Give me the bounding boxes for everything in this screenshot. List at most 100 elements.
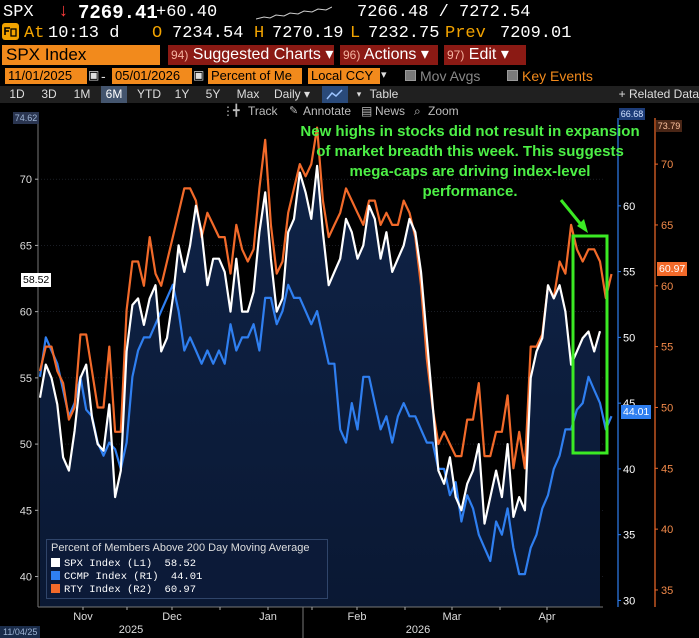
r2-axis-tick-label: 50 — [661, 402, 673, 414]
track-button[interactable]: Track — [248, 104, 278, 118]
pencil-icon: ✎ — [289, 105, 299, 117]
left-axis-tick-label: 60 — [20, 307, 32, 319]
r1-axis-max-label: 66.68 — [621, 109, 644, 119]
menu-label: Actions ▾ — [363, 46, 429, 63]
x-axis-year-label: 2026 — [406, 624, 430, 636]
legend-value: 60.97 — [164, 584, 197, 596]
series-line-spx — [38, 164, 602, 525]
annotate-button[interactable]: Annotate — [303, 104, 352, 118]
x-axis-month-label: Feb — [348, 611, 367, 623]
legend-swatch — [51, 558, 60, 567]
function-bar: SPX Index 94) Suggested Charts ▾ 96) Act… — [0, 44, 699, 66]
chart-legend: Percent of Members Above 200 Day Moving … — [46, 539, 328, 599]
period-max[interactable]: Max — [236, 87, 260, 101]
sparkline-icon — [256, 6, 332, 20]
chevron-down-icon[interactable]: ▾ — [356, 89, 362, 99]
menu-label: Edit ▾ — [468, 46, 509, 63]
mov-avgs-checkbox[interactable] — [405, 70, 416, 81]
quote-high-label: H — [254, 24, 265, 43]
r2-axis-tick-label: 45 — [661, 463, 673, 475]
r2-axis-tick-label: 35 — [661, 585, 673, 597]
news-button[interactable]: News — [375, 104, 406, 118]
quote-open: 7234.54 — [172, 24, 244, 43]
legend-entry-spx: SPX Index (L1) 58.52 — [51, 558, 196, 570]
r2-axis-max-label: 73.79 — [658, 121, 681, 131]
legend-swatch — [51, 584, 60, 593]
period-bar: 1D 3D 1M 6M YTD 1Y 5Y Max Daily ▾ ▾ Tabl… — [0, 86, 699, 103]
x-axis-month-label: Dec — [162, 611, 182, 623]
related-data-button[interactable]: + Related Data — [618, 86, 699, 103]
quote-time: 10:13 d — [48, 24, 120, 43]
spx-last-badge: 58.52 — [21, 273, 52, 287]
legend-swatch — [51, 571, 60, 580]
legend-label: RTY Index (R2) — [64, 584, 153, 596]
frequency-select[interactable]: Daily ▾ — [273, 87, 311, 101]
r1-axis-tick-label: 60 — [623, 201, 635, 213]
down-arrow-icon: ↓ — [58, 2, 69, 22]
suggested-charts-menu[interactable]: 94) Suggested Charts ▾ — [168, 45, 334, 65]
left-axis-tick-label: 70 — [20, 174, 32, 186]
menu-label: Suggested Charts ▾ — [192, 46, 334, 63]
line-chart-icon[interactable] — [322, 86, 348, 103]
r1-axis-tick-label: 40 — [623, 464, 635, 476]
chart-annotation: New highs in stocks did not result in ex… — [300, 123, 640, 200]
mode-select[interactable]: Percent of Me — [208, 68, 302, 84]
x-axis-year-label: 2025 — [119, 624, 143, 636]
quote-at-label: At — [24, 24, 45, 43]
realtime-icon — [2, 23, 19, 40]
period-ytd[interactable]: YTD — [137, 87, 161, 101]
r2-axis-tick-label: 55 — [661, 342, 673, 354]
key-events-label: Key Events — [522, 68, 593, 84]
settings-bar: 11/01/2025 ▣ - 05/01/2026 ▣ Percent of M… — [0, 67, 699, 85]
period-5y[interactable]: 5Y — [205, 87, 221, 101]
period-1y[interactable]: 1Y — [174, 87, 190, 101]
quote-low-label: L — [350, 24, 361, 43]
left-axis: 40 45 50 55 60 65 70 74.62 — [13, 112, 39, 607]
period-6m[interactable]: 6M — [101, 86, 127, 103]
r2-axis-tick-label: 70 — [661, 159, 673, 171]
period-1d[interactable]: 1D — [9, 87, 25, 101]
left-axis-max-label: 74.62 — [15, 113, 38, 123]
crosshair-icon: ╋ — [233, 105, 240, 117]
drag-handle-icon[interactable]: ⋮ — [222, 104, 234, 118]
x-axis: Nov Dec Jan Feb Mar Apr 2025 2026 — [38, 606, 603, 638]
r1-axis-max-badge — [619, 108, 645, 120]
r1-axis-tick-label: 55 — [623, 267, 635, 279]
left-axis-tick-label: 50 — [20, 439, 32, 451]
quote-last-price: 7269.41 — [78, 2, 158, 24]
key-events-checkbox[interactable] — [507, 70, 518, 81]
legend-entry-ccmp: CCMP Index (R1) 44.01 — [51, 571, 202, 583]
period-1m[interactable]: 1M — [73, 87, 91, 101]
calendar-icon[interactable]: ▣ — [193, 68, 205, 82]
right-axis-r2: 35 40 45 50 55 60 65 70 73.79 — [654, 118, 682, 607]
x-axis-month-label: Mar — [443, 611, 462, 623]
security-field[interactable]: SPX Index — [2, 45, 160, 65]
chevron-down-icon[interactable]: ▾ — [381, 69, 387, 81]
arrow-head-icon — [577, 219, 588, 233]
calendar-icon[interactable]: ▣ — [88, 68, 100, 82]
edit-menu[interactable]: 97) Edit ▾ — [444, 45, 526, 65]
ccmp-last-badge: 44.01 — [621, 405, 652, 419]
spx-area-fill — [40, 165, 600, 607]
menu-number: 97) — [447, 48, 465, 62]
quote-bid-ask: 7266.48 / 7272.54 — [357, 3, 531, 22]
highlight-box — [571, 234, 609, 455]
zoom-button[interactable]: Zoom — [428, 104, 459, 118]
end-date-field[interactable]: 05/01/2026 — [112, 68, 192, 84]
rty-last-badge: 60.97 — [657, 262, 688, 276]
currency-select[interactable]: Local CCY — [308, 68, 380, 84]
x-axis-month-label: Jan — [259, 611, 277, 623]
actions-menu[interactable]: 96) Actions ▾ — [340, 45, 438, 65]
table-button[interactable]: Table — [369, 87, 399, 101]
mov-avgs-label: Mov Avgs — [420, 68, 481, 84]
quote-prev-label: Prev — [445, 24, 486, 43]
tools-bar: ⋮ ╋ Track ✎ Annotate ▤ News ⌕ Zoom — [0, 103, 699, 120]
start-date-field[interactable]: 11/01/2025 — [5, 68, 87, 84]
legend-label: CCMP Index (R1) — [64, 571, 159, 583]
period-3d[interactable]: 3D — [41, 87, 57, 101]
x-axis-month-label: Nov — [73, 611, 93, 623]
r1-axis-tick-label: 30 — [623, 595, 635, 607]
series-line-rty — [38, 126, 613, 470]
legend-value: 58.52 — [164, 558, 197, 570]
date-separator: - — [101, 68, 106, 84]
